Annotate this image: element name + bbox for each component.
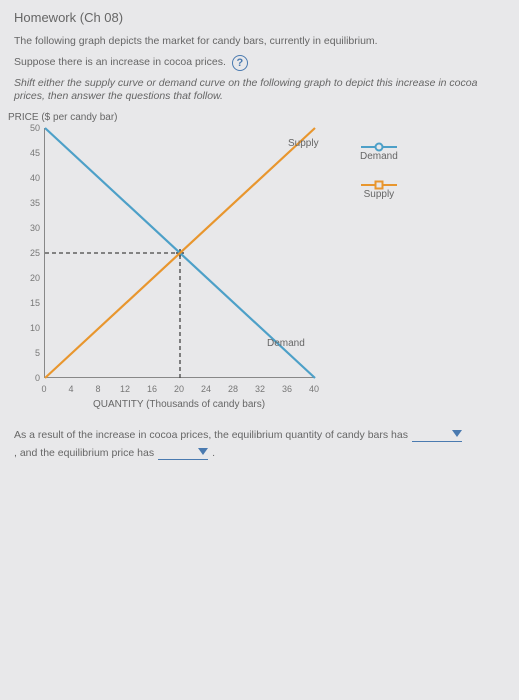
y-tick: 25 xyxy=(22,248,40,258)
supply-curve-label: Supply xyxy=(288,138,319,149)
y-tick: 40 xyxy=(22,173,40,183)
x-axis-label: QUANTITY (Thousands of candy bars) xyxy=(44,399,314,410)
x-tick: 12 xyxy=(120,384,130,394)
plot-area[interactable]: Supply Demand xyxy=(44,128,314,378)
chevron-down-icon xyxy=(452,430,462,438)
y-tick: 45 xyxy=(22,148,40,158)
legend-supply[interactable]: Supply xyxy=(352,180,406,204)
intro-paragraph-1: The following graph depicts the market f… xyxy=(14,35,505,49)
x-tick: 28 xyxy=(228,384,238,394)
price-dropdown[interactable] xyxy=(158,446,208,460)
legend-demand-label: Demand xyxy=(360,151,398,162)
y-tick: 20 xyxy=(22,273,40,283)
x-tick: 8 xyxy=(95,384,100,394)
y-tick: 35 xyxy=(22,198,40,208)
y-tick: 5 xyxy=(22,348,40,358)
demand-curve-label: Demand xyxy=(267,338,305,349)
intro-paragraph-2: Suppose there is an increase in cocoa pr… xyxy=(14,56,226,70)
x-tick: 40 xyxy=(309,384,319,394)
legend-supply-label: Supply xyxy=(364,189,395,200)
y-tick: 50 xyxy=(22,123,40,133)
x-tick: 24 xyxy=(201,384,211,394)
sentence-post: . xyxy=(212,447,215,459)
x-tick: 20 xyxy=(174,384,184,394)
legend: Demand Supply xyxy=(352,112,406,412)
fill-in-sentence: As a result of the increase in cocoa pri… xyxy=(14,428,505,460)
x-tick: 16 xyxy=(147,384,157,394)
sentence-pre: As a result of the increase in cocoa pri… xyxy=(14,429,408,441)
chart[interactable]: PRICE ($ per candy bar) Supply Demand 05… xyxy=(14,112,334,412)
quantity-dropdown[interactable] xyxy=(412,428,462,442)
x-tick: 36 xyxy=(282,384,292,394)
x-tick: 0 xyxy=(41,384,46,394)
y-tick: 30 xyxy=(22,223,40,233)
y-tick: 0 xyxy=(22,373,40,383)
y-tick: 15 xyxy=(22,298,40,308)
x-tick: 32 xyxy=(255,384,265,394)
y-tick: 10 xyxy=(22,323,40,333)
chevron-down-icon xyxy=(198,448,208,456)
help-icon[interactable]: ? xyxy=(232,55,248,71)
sentence-mid: , and the equilibrium price has xyxy=(14,447,154,459)
x-tick: 4 xyxy=(68,384,73,394)
page-title: Homework (Ch 08) xyxy=(14,10,505,25)
instruction-paragraph: Shift either the supply curve or demand … xyxy=(14,77,505,104)
legend-demand[interactable]: Demand xyxy=(352,142,406,166)
y-axis-label: PRICE ($ per candy bar) xyxy=(8,112,118,123)
